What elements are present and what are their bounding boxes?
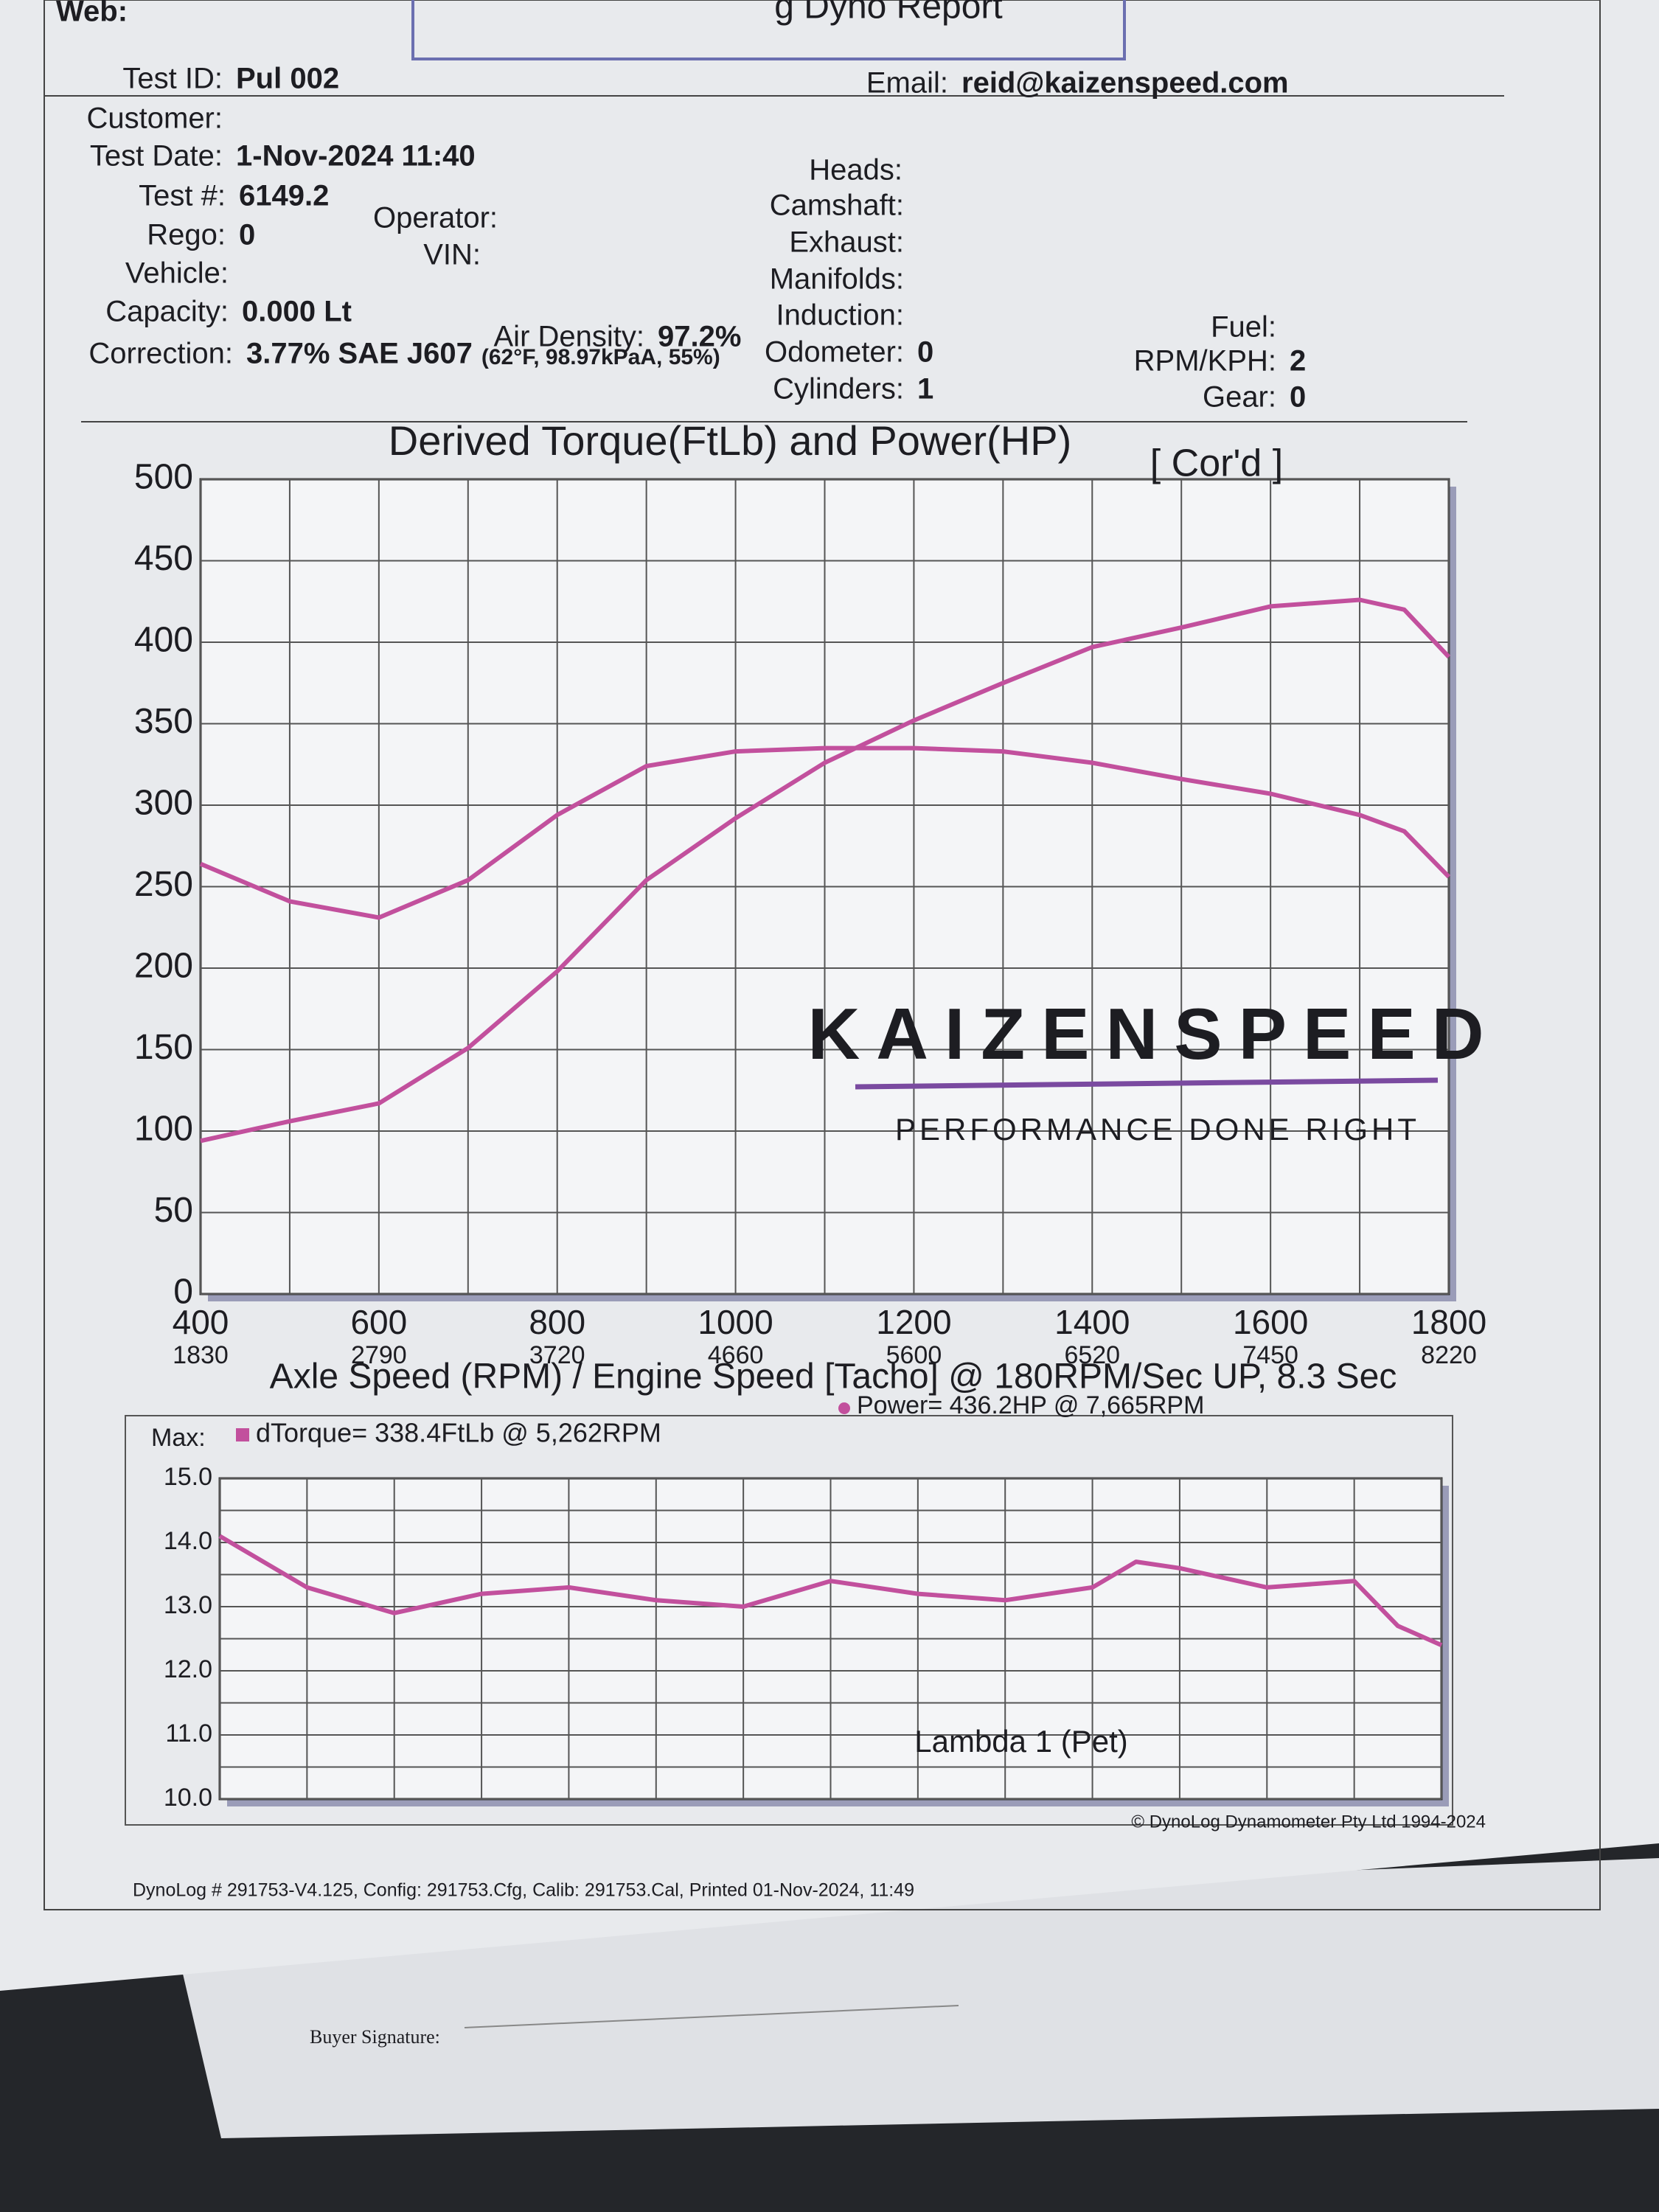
field-label: Exhaust: — [789, 226, 904, 259]
field-value: 1 — [917, 373, 933, 406]
field-value: 2 — [1290, 345, 1306, 378]
y-tick-label: 14.0 — [164, 1527, 212, 1555]
watermark-tagline: PERFORMANCE DONE RIGHT — [895, 1112, 1420, 1147]
y-tick-label: 11.0 — [165, 1719, 212, 1747]
page-border — [44, 0, 1601, 1910]
field-value: Pul 002 — [236, 63, 339, 95]
field-label: Customer: — [87, 102, 223, 135]
field-label: Induction: — [776, 299, 904, 332]
title-box — [411, 0, 1126, 60]
y-tick-label: 250 — [134, 865, 193, 904]
max-power: Power= 436.2HP @ 7,665RPM — [857, 1391, 1204, 1419]
chart-subtitle: [ Cor'd ] — [1150, 442, 1283, 485]
field-value: 0 — [1290, 381, 1306, 414]
y-tick-label: 150 — [134, 1028, 193, 1067]
y-tick-label: 500 — [134, 458, 193, 497]
field-label: Test Date: — [90, 140, 223, 173]
field-value: 97.2% — [658, 321, 741, 353]
field-value: 3.77% SAE J607 — [246, 338, 473, 370]
field-label: VIN: — [423, 239, 481, 271]
power-key — [838, 1402, 850, 1414]
field-note: (62°F, 98.97kPaA, 55%) — [481, 345, 720, 369]
y-tick-label: 450 — [134, 539, 193, 578]
y-tick-label: 10.0 — [164, 1784, 212, 1812]
report-title: g Dyno Report — [774, 0, 1003, 27]
x2-tick-label: 5600 — [886, 1341, 942, 1369]
max-label: Max: — [151, 1424, 206, 1452]
field-label: Email: — [866, 67, 948, 100]
field-value: 0.000 Lt — [242, 296, 352, 328]
x-tick-label: 1200 — [876, 1303, 951, 1341]
footer-left: DynoLog # 291753-V4.125, Config: 291753.… — [133, 1880, 914, 1901]
x2-tick-label: 8220 — [1421, 1341, 1477, 1369]
x-tick-label: 800 — [529, 1303, 585, 1341]
x-tick-label: 1800 — [1411, 1303, 1486, 1341]
watermark-logo: KAIZENSPEED — [807, 993, 1500, 1074]
y-tick-label: 100 — [134, 1110, 193, 1149]
x-tick-label: 1000 — [698, 1303, 773, 1341]
field-label: Test ID: — [122, 63, 223, 95]
field-label: RPM/KPH: — [1134, 345, 1276, 378]
buyer-signature: Buyer Signature: — [310, 2026, 440, 2048]
chart-title: Derived Torque(FtLb) and Power(HP) — [389, 417, 1071, 464]
y-tick-label: 300 — [134, 784, 193, 823]
watermark-rule — [855, 1077, 1439, 1090]
y-tick-label: 200 — [134, 947, 193, 986]
field-value: 0 — [239, 219, 255, 251]
y-tick-label: 350 — [134, 702, 193, 741]
field-value: 1-Nov-2024 11:40 — [236, 140, 476, 173]
y-tick-label: 13.0 — [164, 1591, 212, 1619]
x-axis-title: Axle Speed (RPM) / Engine Speed [Tacho] … — [270, 1357, 1397, 1397]
field-label: Cylinders: — [773, 373, 904, 406]
field-label: Fuel: — [1211, 311, 1276, 344]
max-torque: dTorque= 338.4FtLb @ 5,262RPM — [256, 1418, 661, 1448]
x2-tick-label: 7450 — [1242, 1341, 1298, 1369]
field-value: 6149.2 — [239, 180, 329, 212]
y-tick-label: 12.0 — [164, 1655, 212, 1683]
field-label: Capacity: — [105, 296, 229, 328]
field-label: Manifolds: — [770, 263, 904, 296]
field-label: Camshaft: — [770, 189, 904, 222]
y-tick-label: 15.0 — [164, 1463, 212, 1491]
series-line — [199, 745, 1451, 920]
x2-tick-label: 4660 — [708, 1341, 764, 1369]
x2-tick-label: 3720 — [529, 1341, 585, 1369]
lambda-title: Lambda 1 (Pet) — [914, 1724, 1128, 1759]
field-label: Operator: — [373, 202, 498, 234]
series-line — [200, 597, 1451, 1144]
torque-key — [236, 1428, 249, 1441]
field-value: reid@kaizenspeed.com — [961, 67, 1289, 100]
lambda-box — [125, 1415, 1453, 1826]
web-label: Web: — [56, 0, 128, 28]
x2-tick-label: 2790 — [351, 1341, 407, 1369]
field-value: 0 — [917, 336, 933, 369]
series-line — [218, 1534, 1443, 1647]
x-tick-label: 1600 — [1233, 1303, 1308, 1341]
x-tick-label: 600 — [350, 1303, 407, 1341]
field-label: Vehicle: — [125, 257, 229, 290]
field-label: Air Density: — [494, 321, 645, 353]
x-tick-label: 400 — [173, 1303, 229, 1341]
field-label: Rego: — [147, 219, 226, 251]
y-tick-label: 50 — [154, 1191, 193, 1230]
field-label: Odometer: — [765, 336, 904, 369]
field-label: Heads: — [809, 154, 902, 187]
x-tick-label: 1400 — [1054, 1303, 1130, 1341]
y-tick-label: 400 — [134, 621, 193, 660]
x2-tick-label: 1830 — [173, 1341, 229, 1369]
x2-tick-label: 6520 — [1064, 1341, 1120, 1369]
field-label: Gear: — [1203, 381, 1276, 414]
field-label: Test #: — [139, 180, 226, 212]
field-label: Correction: — [88, 338, 233, 370]
signature-line — [464, 2005, 959, 2028]
footer-right: © DynoLog Dynamometer Pty Ltd 1994-2024 — [1131, 1812, 1486, 1832]
y-tick-label: 0 — [173, 1273, 193, 1312]
